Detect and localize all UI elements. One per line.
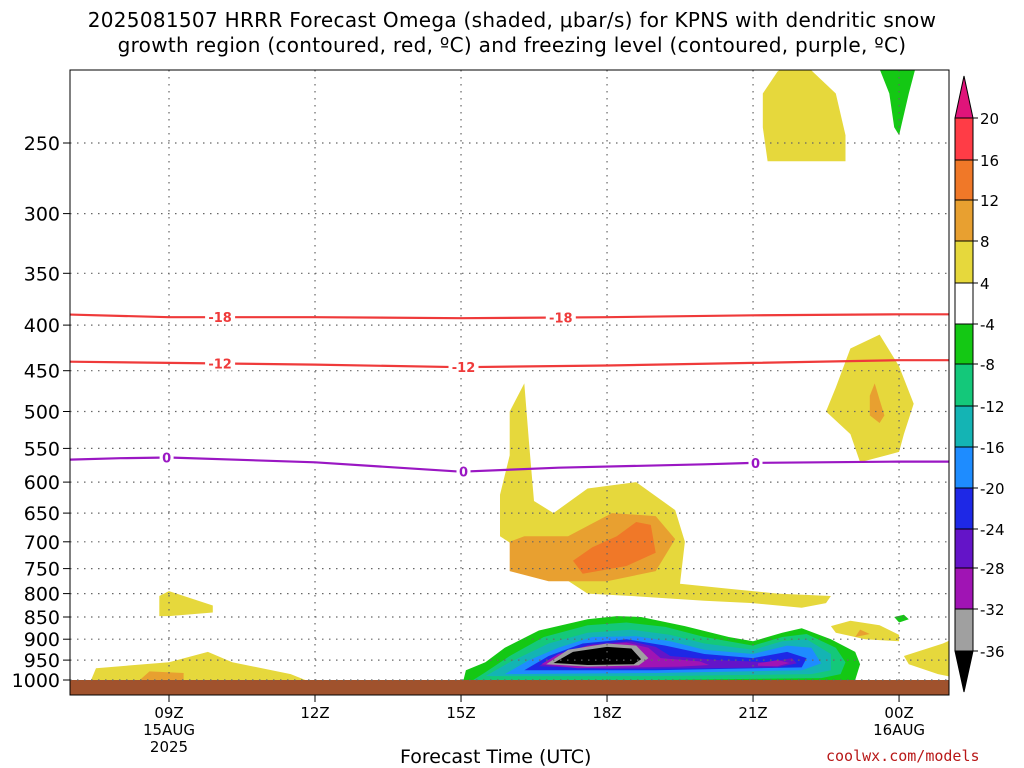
y-tick-label-650: 650 [24,503,60,525]
x-axis-label: Forecast Time (UTC) [400,746,592,768]
y-tick-label-900: 900 [24,629,60,651]
colorbar-segment-5 [954,323,974,365]
chart-title-line-2: growth region (contoured, red, ºC) and f… [117,33,907,57]
colorbar-segment-10 [954,528,974,569]
y-tick-label-600: 600 [24,472,60,494]
colorbar-bottom-arrow [954,650,974,693]
omega-region-8 [869,383,885,423]
freezing-level-contour-0 [70,456,949,473]
chart-title-line-1: 2025081507 HRRR Forecast Omega (shaded, … [87,8,937,32]
omega-region-2 [159,591,213,617]
y-tick-label-450: 450 [24,361,60,383]
colorbar-segment-4 [954,282,974,325]
y-axis: 2503003504004505005506006507007508008509… [12,133,70,692]
ground-bar [70,680,949,695]
colorbar-segment-11 [954,567,974,610]
y-tick-label-550: 550 [24,438,60,460]
omega-region-11 [855,629,870,637]
x-tick-label-18Z: 18Z [592,704,621,722]
y-tick-label-950: 950 [24,650,60,672]
x-tick-label-09Z: 09Z [154,704,183,722]
x-tick-label-15Z: 15Z [446,704,475,722]
colorbar-label--28: -28 [980,560,1005,578]
x-tick-label-15AUG: 15AUG [143,721,195,739]
contour-label-bg [456,464,471,479]
contour-label-bg [159,450,174,465]
y-tick-label-500: 500 [24,402,60,424]
y-tick-label-800: 800 [24,584,60,606]
omega-region-5 [573,522,656,574]
colorbar-label-16: 16 [980,152,999,170]
contour-label-0-0: 0 [162,452,171,467]
contour-label-bg [448,360,479,375]
y-tick-label-350: 350 [24,263,60,285]
y-tick-label-750: 750 [24,559,60,581]
colorbar-segment-3 [954,240,974,284]
colorbar-segment-1 [954,159,974,201]
y-tick-label-400: 400 [24,315,60,337]
colorbar-label--24: -24 [980,521,1005,539]
omega-region-14 [894,614,909,623]
contour-label-bg [748,455,763,470]
colorbar-label-20: 20 [980,110,999,128]
omega-shading [91,70,949,680]
colorbar-segment-7 [954,405,974,448]
contour-label-0-2: 0 [751,457,760,472]
colorbar-label-12: 12 [980,192,999,210]
omega-region-6 [762,70,846,162]
y-tick-label-1000: 1000 [12,670,60,692]
x-tick-label-00Z: 00Z [884,704,913,722]
colorbar-label--32: -32 [980,601,1005,619]
colorbar-label--16: -16 [980,439,1005,457]
colorbar-label--36: -36 [980,643,1005,661]
contour-label-bg [545,310,576,325]
colorbar-label--20: -20 [980,480,1005,498]
colorbar-label-4: 4 [980,275,990,293]
omega-region-10 [830,620,900,642]
contour-label-bg [205,310,236,325]
x-tick-label-21Z: 21Z [738,704,767,722]
y-tick-label-850: 850 [24,607,60,629]
gridlines [70,70,949,681]
y-tick-label-250: 250 [24,133,60,155]
contour-label--12-0: -12 [208,358,232,373]
colorbar-top-arrow [954,75,974,119]
omega-region-12 [903,640,949,677]
contour-label--18-0: -18 [208,311,232,326]
colorbar-label--4: -4 [980,316,995,334]
colorbar-label--8: -8 [980,356,995,374]
credit-link[interactable]: coolwx.com/models [826,747,980,765]
colorbar-label-8: 8 [980,233,990,251]
dendritic-contour--18 [70,313,949,320]
colorbar: 20 16 12 8 4 -4 -8 -12 -16 -20 -24 -28 -32 -36 [954,75,1005,693]
colorbar-segment-8 [954,446,974,489]
contour-lines: -18 -18 -12 -12 0 0 0 [70,310,949,481]
omega-region-22 [757,660,790,667]
colorbar-segment-6 [954,363,974,407]
contour-label-0-1: 0 [459,466,468,481]
y-tick-label-300: 300 [24,204,60,226]
contour-label-bg [205,356,236,371]
plot-frame [69,69,950,696]
y-tick-label-700: 700 [24,532,60,554]
contour-label--12-1: -12 [452,361,476,376]
contour-label--18-1: -18 [549,312,573,327]
x-tick-label-2025: 2025 [150,738,188,756]
omega-region-1 [139,671,184,680]
colorbar-segment-9 [954,487,974,530]
omega-region-0 [91,651,306,680]
x-tick-label-16AUG: 16AUG [873,721,925,739]
colorbar-segment-0 [954,117,974,161]
colorbar-segment-2 [954,199,974,242]
omega-region-9 [880,70,915,136]
colorbar-segment-12 [954,608,974,652]
x-tick-label-12Z: 12Z [300,704,329,722]
colorbar-label--12: -12 [980,398,1005,416]
